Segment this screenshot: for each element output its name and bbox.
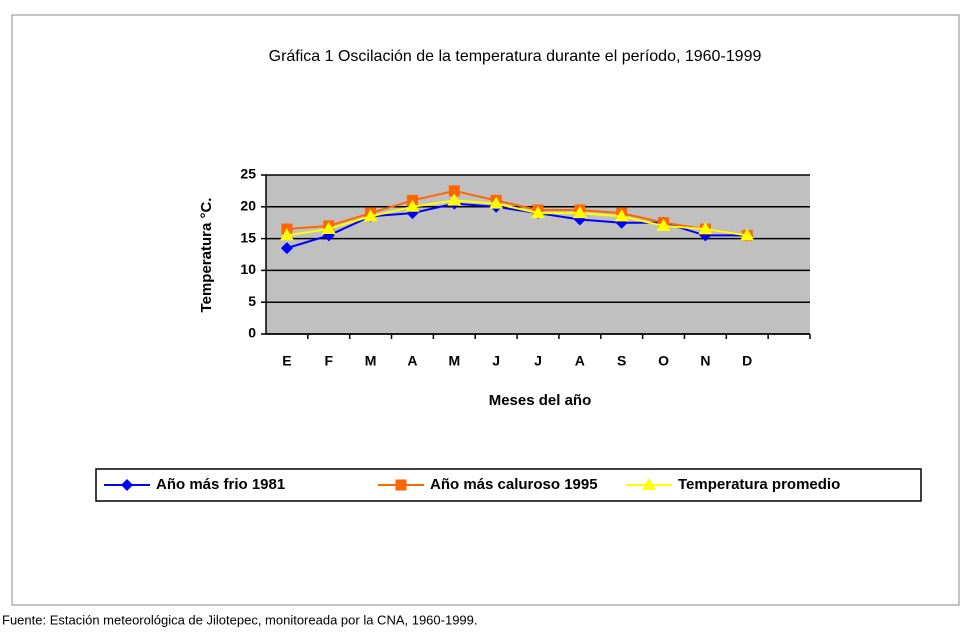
chart-title: Gráfica 1 Oscilación de la temperatura d… <box>269 48 762 65</box>
legend-marker <box>642 478 656 490</box>
x-tick-label: J <box>534 353 542 369</box>
data-point <box>363 209 378 222</box>
x-tick-label: M <box>448 353 460 369</box>
data-point <box>321 222 336 235</box>
data-point <box>279 228 294 241</box>
source-note: Fuente: Estación meteorológica de Jilote… <box>2 612 478 627</box>
legend-label: Año más frio 1981 <box>156 476 285 493</box>
y-tick-label: 25 <box>240 166 256 182</box>
series-line <box>286 202 748 250</box>
x-tick-label: J <box>492 353 500 369</box>
y-tick-label: 5 <box>248 293 256 309</box>
data-point <box>572 206 587 219</box>
x-tick-label: O <box>658 353 669 369</box>
legend-marker <box>395 479 407 491</box>
y-axis-label: Temperatura °C. <box>198 198 215 313</box>
data-point <box>531 206 545 219</box>
data-point <box>698 222 713 235</box>
y-tick-label: 15 <box>240 229 256 245</box>
series-line <box>286 189 748 237</box>
x-tick-label: M <box>365 353 377 369</box>
data-point <box>656 218 671 231</box>
x-tick-label: N <box>700 353 710 369</box>
data-point <box>740 228 755 241</box>
data-point <box>280 242 293 255</box>
data-point <box>447 193 462 206</box>
x-tick-label: S <box>617 353 626 369</box>
legend-label: Temperatura promedio <box>678 476 840 493</box>
plot-area <box>266 175 810 334</box>
legend-label: Año más caluroso 1995 <box>430 476 598 493</box>
data-point <box>614 209 629 222</box>
x-tick-label: F <box>324 353 333 369</box>
y-tick-label: 0 <box>248 325 256 341</box>
data-point <box>448 185 460 197</box>
y-tick-label: 20 <box>240 198 256 214</box>
legend <box>95 468 922 502</box>
x-tick-label: A <box>575 353 585 369</box>
data-point <box>405 199 420 212</box>
y-tick-label: 10 <box>240 261 256 277</box>
x-tick-label: A <box>407 353 417 369</box>
x-axis-label: Meses del año <box>489 392 592 409</box>
x-tick-label: E <box>282 353 291 369</box>
series-line <box>286 199 748 237</box>
data-point <box>489 196 504 209</box>
legend-marker <box>121 479 133 491</box>
x-tick-label: D <box>742 353 752 369</box>
